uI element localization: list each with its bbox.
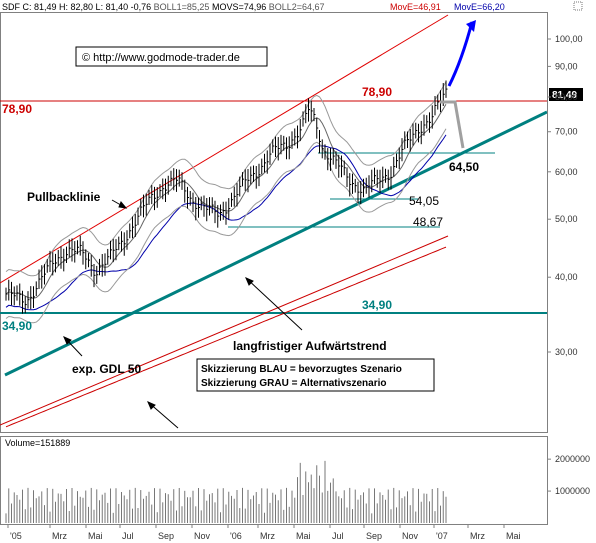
x-tick-label: Jul [332,531,344,541]
y-tick-label: 80,00 [555,92,578,102]
x-tick-label: '07 [436,531,448,541]
volume-tick-label: 2000000 [555,454,590,464]
x-tick-label: Mrz [470,531,485,541]
x-axis: '05 Mrz Mai Jul Sep Nov '06 Mrz Mai Jul Sep Nov '07 M… [7,524,521,541]
volume-label: Volume=151889 [5,438,70,448]
level-34-90-left-label: 34,90 [2,319,32,333]
trend-line [4,110,547,377]
trend-arrow-lower [147,401,179,429]
ma-200-curve [5,246,447,428]
gdl50-label: exp. GDL 50 [72,362,141,376]
level-34-90-mid-label: 34,90 [362,298,392,312]
bollinger-upper-curve [5,81,447,277]
ma-200-line [0,235,449,426]
window-marker [573,1,583,11]
x-tick-label: Mai [296,531,311,541]
scenario-legend: Skizzierung BLAU = bevorzugtes Szenario … [196,358,435,392]
channel-upper-line [0,14,449,284]
volume-tick-label: 1000000 [555,486,590,496]
chart-header: SDF C: 81,49 H: 82,80 L: 81,40 -0,76 BOL… [2,2,505,12]
x-tick-label: Mai [88,531,103,541]
x-tick-label: Jul [122,531,134,541]
scenario-blue-text: Skizzierung BLAU = bevorzugtes Szenario [201,364,402,375]
y-tick-label: 60,00 [555,167,578,177]
header-move66: MovE=66,20 [454,2,505,12]
level-54-05-label: 54,05 [409,194,439,208]
trend-label: langfristiger Aufwärtstrend [233,339,387,353]
level-48-67-label: 48,67 [413,215,443,229]
pullback-label: Pullbacklinie [27,190,101,204]
x-tick-label: '06 [230,531,242,541]
scenario-blue-arrowhead [466,20,476,32]
x-tick-label: Sep [158,531,174,541]
x-tick-label: '05 [10,531,22,541]
y-tick-label: 100,00 [555,34,583,44]
level-64-50-label: 64,50 [449,160,479,174]
bollinger-lower-curve [5,128,447,324]
y-tick-label: 50,00 [555,214,578,224]
y-tick-label: 30,00 [555,347,578,357]
last-price-text: 81,49 [552,90,577,101]
header-boll1: BOLL1=85,25 [154,2,210,12]
scenario-blue-arrow [447,21,474,87]
header-move46: MovE=46,91 [390,2,441,12]
header-symbol: SDF [2,2,21,12]
svg-text:SDF C: 81,49 H: 82,80 L: 81,: SDF C: 81,49 H: 82,80 L: 81,40 -0,76 BOL… [2,2,325,12]
x-tick-label: Mrz [52,531,67,541]
y-tick-label: 90,00 [555,61,578,71]
x-tick-label: Sep [366,531,382,541]
header-ohlc: C: 81,49 H: 82,80 L: 81,40 -0,76 [23,2,152,12]
level-78-90-mid-label: 78,90 [362,85,392,99]
last-price-badge: 81,49 [549,88,583,101]
x-tick-label: Mai [506,531,521,541]
pullback-arrow [111,199,128,209]
gdl50-arrow [63,336,83,357]
x-tick-label: Nov [194,531,211,541]
y-tick-label: 70,00 [555,127,578,137]
price-bars [5,80,448,314]
copyright-box: © http://www.godmode-trader.de [75,46,268,67]
header-boll2: BOLL2=64,67 [269,2,325,12]
y-tick-label: 40,00 [555,272,578,282]
volume-axis: 1000000 2000000 [547,454,590,496]
x-tick-label: Mrz [260,531,275,541]
scenario-grey-text: Skizzierung GRAU = Alternativszenario [201,378,387,389]
volume-bars [5,460,447,523]
copyright-text: © http://www.godmode-trader.de [82,52,240,64]
level-78-90-left-label: 78,90 [2,102,32,116]
header-movs: MOVS=74,96 [212,2,266,12]
x-tick-label: Nov [402,531,419,541]
scenario-grey-path [440,100,465,149]
y-axis: 30,00 40,00 50,00 60,00 70,00 80,00 90,00 100,0… [547,34,583,357]
trend-arrow-upper [245,277,303,331]
